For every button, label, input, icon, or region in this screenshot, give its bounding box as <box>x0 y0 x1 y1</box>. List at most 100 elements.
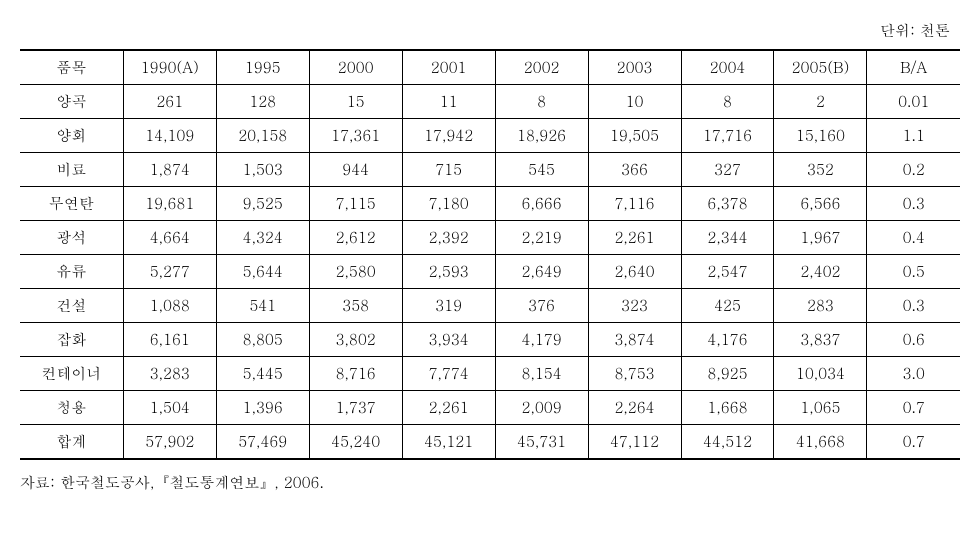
cell-value: 261 <box>123 85 216 119</box>
cell-value: 1,396 <box>216 391 309 425</box>
header-ratio: B/A <box>867 50 960 85</box>
cell-value: 2,402 <box>774 255 867 289</box>
cell-item: 유류 <box>20 255 123 289</box>
cell-value: 0.6 <box>867 323 960 357</box>
cell-value: 57,469 <box>216 425 309 460</box>
cell-value: 14,109 <box>123 119 216 153</box>
cell-value: 44,512 <box>681 425 774 460</box>
cell-value: 15,160 <box>774 119 867 153</box>
header-2001: 2001 <box>402 50 495 85</box>
cell-value: 10 <box>588 85 681 119</box>
cell-item: 잡화 <box>20 323 123 357</box>
cell-value: 1,088 <box>123 289 216 323</box>
cell-value: 5,277 <box>123 255 216 289</box>
cell-value: 0.3 <box>867 289 960 323</box>
cell-value: 6,666 <box>495 187 588 221</box>
cell-value: 0.7 <box>867 391 960 425</box>
cell-value: 15 <box>309 85 402 119</box>
source-note: 자료: 한국철도공사,『철도통계연보』, 2006. <box>20 472 960 493</box>
cell-value: 11 <box>402 85 495 119</box>
cell-value: 0.5 <box>867 255 960 289</box>
cell-value: 3,837 <box>774 323 867 357</box>
cell-value: 6,161 <box>123 323 216 357</box>
cell-value: 8,716 <box>309 357 402 391</box>
cell-value: 6,378 <box>681 187 774 221</box>
cell-value: 3,802 <box>309 323 402 357</box>
cell-value: 8 <box>681 85 774 119</box>
cell-value: 2,612 <box>309 221 402 255</box>
cell-value: 1,967 <box>774 221 867 255</box>
cell-value: 8,753 <box>588 357 681 391</box>
cell-value: 366 <box>588 153 681 187</box>
cell-value: 2,547 <box>681 255 774 289</box>
cell-value: 3,283 <box>123 357 216 391</box>
cell-item: 광석 <box>20 221 123 255</box>
cell-value: 715 <box>402 153 495 187</box>
cell-value: 5,445 <box>216 357 309 391</box>
cell-value: 47,112 <box>588 425 681 460</box>
cell-value: 0.7 <box>867 425 960 460</box>
table-row: 양곡 261 128 15 11 8 10 8 2 0.01 <box>20 85 960 119</box>
cell-value: 17,942 <box>402 119 495 153</box>
cell-value: 19,505 <box>588 119 681 153</box>
cell-value: 327 <box>681 153 774 187</box>
cell-value: 1,503 <box>216 153 309 187</box>
cell-value: 57,902 <box>123 425 216 460</box>
header-item: 품목 <box>20 50 123 85</box>
header-2003: 2003 <box>588 50 681 85</box>
cell-value: 45,240 <box>309 425 402 460</box>
cell-value: 1.1 <box>867 119 960 153</box>
cell-value: 3,874 <box>588 323 681 357</box>
cell-value: 5,644 <box>216 255 309 289</box>
header-2005: 2005(B) <box>774 50 867 85</box>
cell-value: 1,504 <box>123 391 216 425</box>
cell-value: 323 <box>588 289 681 323</box>
cell-value: 8,805 <box>216 323 309 357</box>
cell-value: 2,264 <box>588 391 681 425</box>
table-row: 잡화 6,161 8,805 3,802 3,934 4,179 3,874 4… <box>20 323 960 357</box>
cell-value: 2,219 <box>495 221 588 255</box>
cell-value: 17,716 <box>681 119 774 153</box>
cell-value: 2,009 <box>495 391 588 425</box>
table-row: 컨테이너 3,283 5,445 8,716 7,774 8,154 8,753… <box>20 357 960 391</box>
table-row: 광석 4,664 4,324 2,612 2,392 2,219 2,261 2… <box>20 221 960 255</box>
header-1995: 1995 <box>216 50 309 85</box>
cell-value: 1,874 <box>123 153 216 187</box>
cell-value: 1,668 <box>681 391 774 425</box>
header-2002: 2002 <box>495 50 588 85</box>
cell-item: 무연탄 <box>20 187 123 221</box>
cell-value: 425 <box>681 289 774 323</box>
cell-value: 7,180 <box>402 187 495 221</box>
cell-item: 양곡 <box>20 85 123 119</box>
cell-value: 2,640 <box>588 255 681 289</box>
cell-value: 7,115 <box>309 187 402 221</box>
cell-value: 20,158 <box>216 119 309 153</box>
cell-value: 0.3 <box>867 187 960 221</box>
cell-value: 17,361 <box>309 119 402 153</box>
cell-value: 41,668 <box>774 425 867 460</box>
table-row-total: 합계 57,902 57,469 45,240 45,121 45,731 47… <box>20 425 960 460</box>
cell-value: 0.2 <box>867 153 960 187</box>
header-1990: 1990(A) <box>123 50 216 85</box>
table-header-row: 품목 1990(A) 1995 2000 2001 2002 2003 2004… <box>20 50 960 85</box>
cell-value: 944 <box>309 153 402 187</box>
cell-value: 9,525 <box>216 187 309 221</box>
cell-value: 2 <box>774 85 867 119</box>
cell-value: 0.01 <box>867 85 960 119</box>
cell-value: 4,176 <box>681 323 774 357</box>
cell-value: 2,593 <box>402 255 495 289</box>
unit-label: 단위: 천톤 <box>20 20 960 41</box>
cell-value: 4,664 <box>123 221 216 255</box>
cell-value: 541 <box>216 289 309 323</box>
cell-item: 비료 <box>20 153 123 187</box>
cell-item: 건설 <box>20 289 123 323</box>
cell-value: 128 <box>216 85 309 119</box>
cell-value: 7,774 <box>402 357 495 391</box>
data-table: 품목 1990(A) 1995 2000 2001 2002 2003 2004… <box>20 49 960 460</box>
table-row: 건설 1,088 541 358 319 376 323 425 283 0.3 <box>20 289 960 323</box>
cell-item: 양회 <box>20 119 123 153</box>
cell-value: 2,649 <box>495 255 588 289</box>
cell-item: 청용 <box>20 391 123 425</box>
table-row: 청용 1,504 1,396 1,737 2,261 2,009 2,264 1… <box>20 391 960 425</box>
cell-value: 545 <box>495 153 588 187</box>
